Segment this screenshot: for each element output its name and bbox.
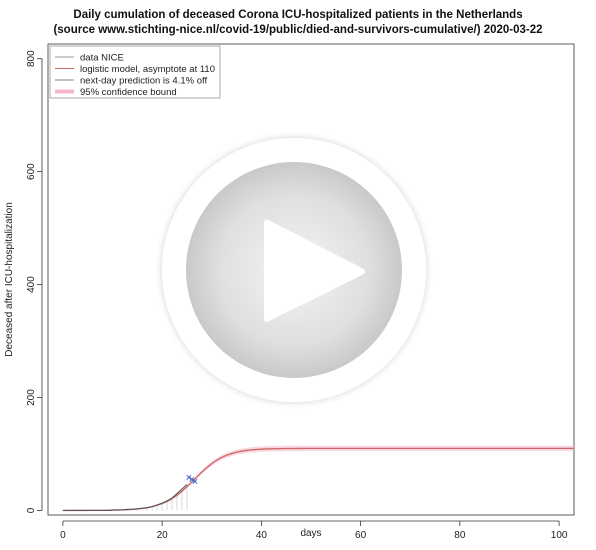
prediction-marker-stroke [189, 476, 195, 482]
y-tick-label: 200 [26, 389, 37, 406]
y-axis-label: Deceased after ICU-hospitalization [4, 202, 15, 357]
play-icon [264, 219, 365, 322]
chart-title: Daily cumulation of deceased Corona ICU-… [73, 9, 523, 21]
legend-entry-label: 95% confidence bound [80, 87, 177, 98]
legend-box [49, 45, 221, 99]
x-axis-label: days [300, 528, 321, 539]
y-tick-label: 800 [26, 50, 37, 67]
x-tick-label: 40 [256, 530, 268, 541]
series-line-logistic-model [62, 447, 574, 512]
x-tick-label: 20 [157, 530, 169, 541]
x-tick-label: 60 [355, 530, 367, 541]
x-tick-label: 80 [454, 530, 466, 541]
legend-entry-label: data NICE [80, 53, 124, 64]
y-tick-label: 0 [26, 507, 37, 513]
y-tick-label: 400 [26, 276, 37, 293]
play-button[interactable] [162, 138, 426, 402]
prediction-marker-stroke [192, 478, 198, 484]
chart-subtitle: (source www.stichting-nice.nl/covid-19/p… [53, 24, 543, 36]
legend-entry-label: logistic model, asymptote at 110 [80, 64, 215, 75]
y-tick-label: 600 [26, 163, 37, 180]
prediction-marker-stroke [186, 474, 192, 480]
plot-frame [47, 43, 575, 516]
series-line-data-nice [62, 484, 188, 512]
prediction-point [186, 474, 198, 484]
x-tick-label: 100 [551, 530, 568, 541]
legend-entry-label: next-day prediction is 4.1% off [80, 76, 207, 87]
confidence-band [62, 445, 575, 511]
x-tick-label: 0 [60, 530, 66, 541]
